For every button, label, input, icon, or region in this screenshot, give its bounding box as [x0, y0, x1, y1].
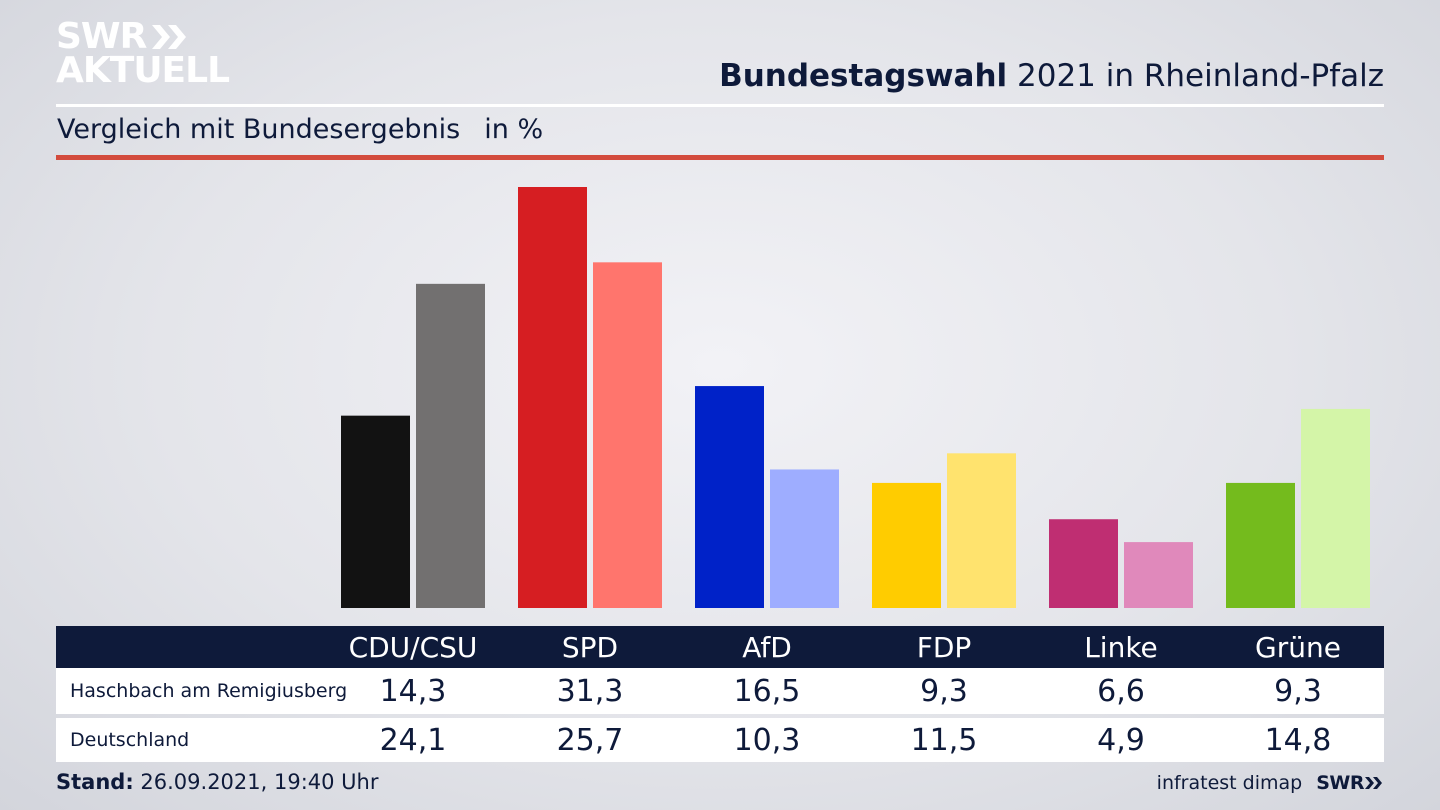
chart-title-rest: 2021 in Rheinland-Pfalz [1007, 58, 1384, 94]
table-cell: 16,5 [733, 673, 801, 709]
header-spd: SPD [561, 630, 619, 664]
swr-brand: SWR [1316, 772, 1384, 794]
bar-gr-ne-deutschland [1301, 408, 1370, 608]
table-cell: 9,3 [1274, 673, 1322, 709]
header-afd: AfD [742, 630, 792, 664]
swr-brand-text: SWR [1316, 772, 1364, 794]
table-row-deutschland: Deutschland 24,1 25,7 10,3 11,5 4,9 14,8 [56, 718, 1384, 762]
bar-fdp-haschbach [872, 482, 941, 608]
subtitle-text: Vergleich mit Bundesergebnis [57, 114, 461, 145]
swr-chevrons-icon [1365, 777, 1382, 789]
bar-cdu-csu-deutschland [416, 283, 485, 608]
table-cell: 25,7 [556, 722, 624, 758]
bar-afd-deutschland [770, 469, 839, 608]
table-header: CDU/CSU SPD AfD FDP Linke Grüne [56, 626, 1384, 668]
bar-spd-haschbach [518, 187, 587, 608]
table-cell: 9,3 [920, 673, 968, 709]
table-cell: 11,5 [910, 722, 978, 758]
bar-linke-haschbach [1049, 519, 1118, 608]
header-gr-ne: Grüne [1255, 630, 1341, 664]
bar-linke-deutschland [1124, 542, 1193, 608]
stand-label: Stand: [56, 770, 134, 794]
bar-gr-ne-haschbach [1226, 482, 1295, 608]
table-row-haschbach: Haschbach am Remigiusberg 14,3 31,3 16,5 9,… [56, 668, 1384, 714]
table-cell: 4,9 [1097, 722, 1145, 758]
swr-aktuell-logo: SWR AKTUELL [56, 16, 230, 91]
table-cell: 14,3 [379, 673, 447, 709]
logo-line-1: SWR [56, 16, 147, 57]
header-linke: Linke [1084, 630, 1158, 664]
chart-title-bold: Bundestagswahl [719, 58, 1008, 94]
stand-timestamp: Stand: 26.09.2021, 19:40 Uhr [56, 770, 379, 794]
header-cdu-csu: CDU/CSU [348, 630, 478, 664]
chart-subtitle: Vergleich mit Bundesergebnis in % [57, 114, 543, 145]
stand-value: 26.09.2021, 19:40 Uhr [133, 770, 379, 794]
results-table: CDU/CSU SPD AfD FDP Linke Grüne Haschbach am … [56, 626, 1384, 762]
bar-afd-haschbach [695, 386, 764, 608]
table-cell: 6,6 [1097, 673, 1145, 709]
bar-chart [341, 187, 1370, 608]
source-credit: infratest dimap SWR [1157, 772, 1384, 794]
subtitle-divider [56, 155, 1384, 160]
table-cell: 24,1 [379, 722, 447, 758]
table-cell: 10,3 [733, 722, 801, 758]
header-fdp: FDP [916, 630, 972, 664]
source-text: infratest dimap [1156, 772, 1303, 794]
bar-cdu-csu-haschbach [341, 415, 410, 608]
bar-spd-deutschland [593, 262, 662, 608]
logo-line-2: AKTUELL [56, 50, 230, 91]
table-cell: 14,8 [1264, 722, 1332, 758]
bar-fdp-deutschland [947, 453, 1016, 608]
subtitle-unit: in % [484, 114, 544, 145]
row-label-deutschland: Deutschland [70, 729, 190, 751]
logo-chevrons-icon [152, 25, 187, 49]
row-label-haschbach: Haschbach am Remigiusberg [70, 680, 348, 702]
chart-title: Bundestagswahl 2021 in Rheinland-Pfalz [719, 58, 1384, 94]
table-cell: 31,3 [556, 673, 624, 709]
title-divider [56, 104, 1384, 107]
